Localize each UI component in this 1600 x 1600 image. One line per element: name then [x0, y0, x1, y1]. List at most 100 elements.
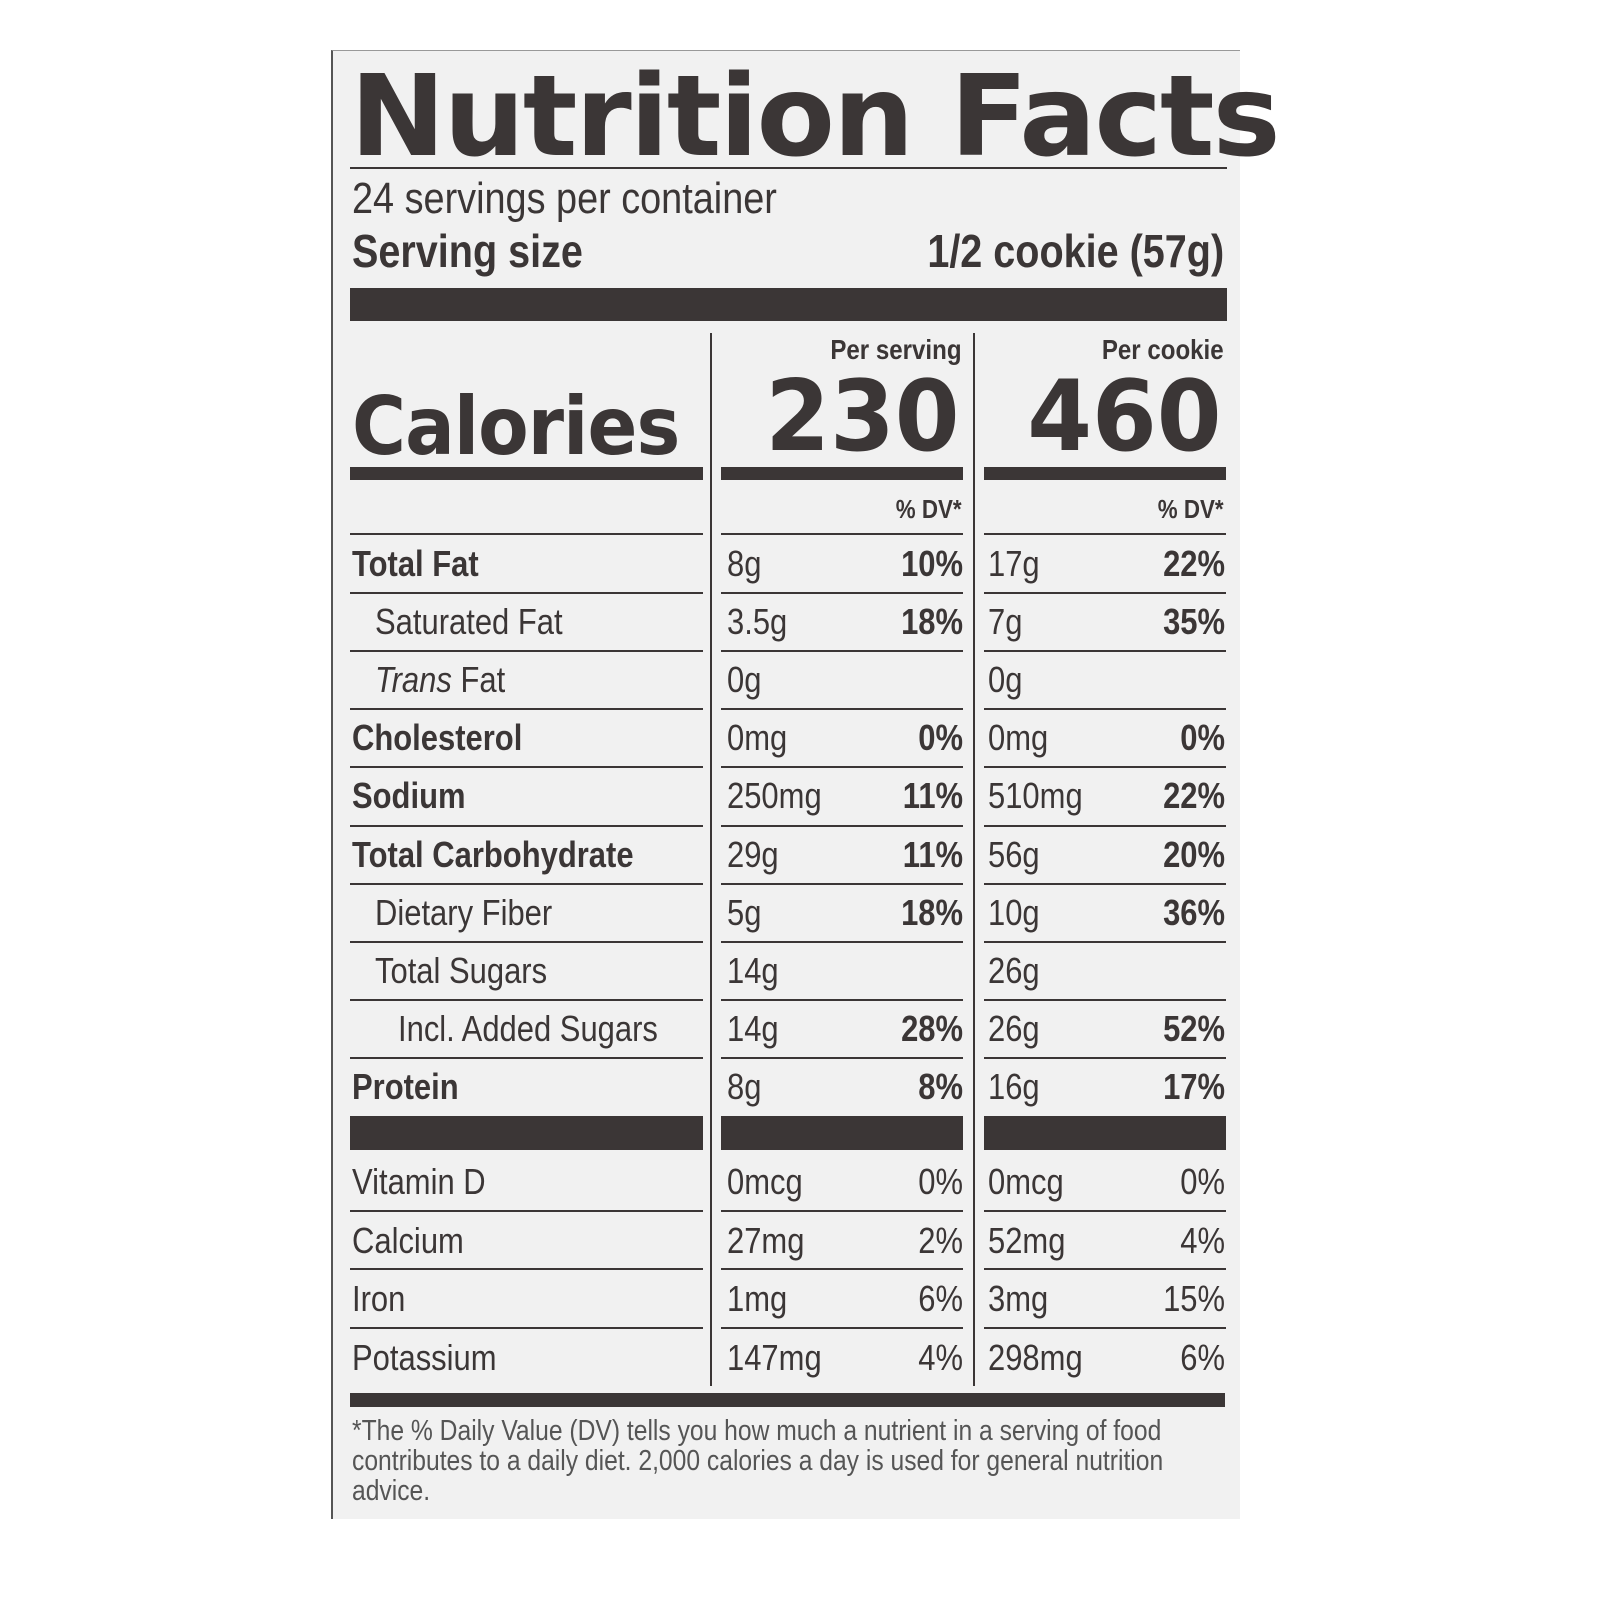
serving-size-value: 1/2 cookie (57g)	[927, 225, 1224, 277]
serving-size-label: Serving size	[352, 225, 583, 277]
calories-per-cookie: 460	[1027, 360, 1222, 474]
amount-value: 8g	[727, 1065, 762, 1107]
label-title: Nutrition Facts	[350, 52, 1281, 182]
amount-value: 510mg	[988, 775, 1083, 817]
servings-per-container: 24 servings per container	[352, 174, 777, 223]
thick-divider	[350, 1116, 703, 1150]
amount-value: 16g	[988, 1065, 1040, 1107]
nutrient-label: Dietary Fiber	[375, 891, 553, 933]
nutrient-label: Saturated Fat	[375, 601, 563, 643]
row-divider	[984, 592, 1226, 594]
daily-value-percent	[1025, 651, 1225, 709]
amount-value: 0g	[727, 659, 762, 701]
row-divider	[721, 825, 963, 827]
row-divider	[721, 708, 963, 710]
amount-value: 26g	[988, 949, 1040, 991]
per-serving-header: Per serving	[830, 334, 962, 365]
amount-value: 17g	[988, 543, 1040, 584]
nutrient-label: Total Carbohydrate	[352, 833, 634, 875]
amount-value: 8g	[727, 543, 762, 584]
nutrient-label-italic: Trans	[375, 659, 452, 701]
calories-label: Calories	[352, 380, 680, 473]
row-divider	[350, 592, 703, 594]
daily-value-percent	[763, 651, 963, 709]
nutrient-label: Potassium	[352, 1336, 497, 1378]
daily-value-percent: 11%	[902, 775, 963, 817]
thick-divider	[350, 288, 1227, 321]
daily-value-percent: 0%	[918, 717, 963, 759]
amount-value: 10g	[988, 891, 1040, 933]
amount-value: 0mg	[727, 717, 788, 759]
row-divider	[984, 1327, 1226, 1329]
nutrient-label: Total Sugars	[375, 949, 548, 991]
amount-value: 14g	[727, 949, 779, 991]
row-divider	[350, 708, 703, 710]
row-divider	[984, 1210, 1226, 1212]
calories-per-serving: 230	[765, 360, 960, 474]
nutrient-label: Sodium	[352, 775, 466, 817]
row-divider	[721, 1210, 963, 1212]
daily-value-percent: 35%	[1163, 601, 1225, 643]
row-divider	[984, 533, 1226, 535]
column-divider	[710, 333, 712, 1386]
nutrient-label: Incl. Added Sugars	[398, 1007, 658, 1049]
row-divider	[721, 650, 963, 652]
calories-divider	[350, 467, 703, 480]
row-divider	[350, 1327, 703, 1329]
row-divider	[721, 883, 963, 885]
row-divider	[721, 1057, 963, 1059]
amount-value: 27mg	[727, 1219, 805, 1261]
amount-value: 1mg	[727, 1278, 788, 1320]
daily-value-percent: 15%	[1163, 1278, 1225, 1320]
amount-value: 0mcg	[988, 1161, 1064, 1202]
nutrient-label: Trans Fat	[375, 651, 526, 709]
row-divider	[984, 1057, 1226, 1059]
nutrient-label: Total Fat	[352, 543, 479, 584]
daily-value-percent: 52%	[1163, 1007, 1225, 1049]
amount-value: 26g	[988, 1007, 1040, 1049]
daily-value-percent: 2%	[918, 1219, 963, 1261]
amount-value: 3.5g	[727, 601, 788, 643]
daily-value-percent: 17%	[1163, 1065, 1225, 1107]
calories-divider	[984, 467, 1226, 480]
amount-value: 14g	[727, 1007, 779, 1049]
amount-value: 147mg	[727, 1336, 822, 1378]
nutrient-label: Cholesterol	[352, 717, 523, 759]
row-divider	[350, 533, 703, 535]
row-divider	[350, 650, 703, 652]
row-divider	[721, 766, 963, 768]
row-divider	[350, 766, 703, 768]
daily-value-percent: 18%	[901, 601, 963, 643]
amount-value: 3mg	[988, 1278, 1049, 1320]
amount-value: 29g	[727, 833, 779, 875]
daily-value-percent: 4%	[1180, 1219, 1225, 1261]
daily-value-percent: 22%	[1163, 775, 1225, 817]
row-divider	[984, 766, 1226, 768]
nutrient-label: Protein	[352, 1065, 459, 1107]
row-divider	[984, 650, 1226, 652]
row-divider	[721, 999, 963, 1001]
amount-value: 56g	[988, 833, 1040, 875]
nutrient-label-text: Fat	[451, 659, 506, 701]
footnote: *The % Daily Value (DV) tells you how mu…	[352, 1415, 1164, 1507]
thick-divider	[350, 1393, 1225, 1407]
row-divider	[984, 825, 1226, 827]
row-divider	[721, 941, 963, 943]
row-divider	[350, 883, 703, 885]
amount-value: 250mg	[727, 775, 822, 817]
row-divider	[984, 941, 1226, 943]
daily-value-percent: 6%	[1180, 1336, 1225, 1378]
daily-value-percent	[763, 942, 963, 1000]
nutrient-label: Iron	[352, 1278, 406, 1320]
daily-value-percent: 36%	[1163, 891, 1225, 933]
daily-value-percent: 0%	[1180, 717, 1225, 759]
amount-value: 0mg	[988, 717, 1049, 759]
row-divider	[350, 825, 703, 827]
amount-value: 0mcg	[727, 1161, 803, 1202]
amount-value: 5g	[727, 891, 762, 933]
amount-value: 0g	[988, 659, 1023, 701]
row-divider	[350, 1210, 703, 1212]
daily-value-percent: 22%	[1163, 543, 1225, 584]
daily-value-percent: 8%	[918, 1065, 963, 1107]
daily-value-percent: 0%	[918, 1161, 963, 1202]
